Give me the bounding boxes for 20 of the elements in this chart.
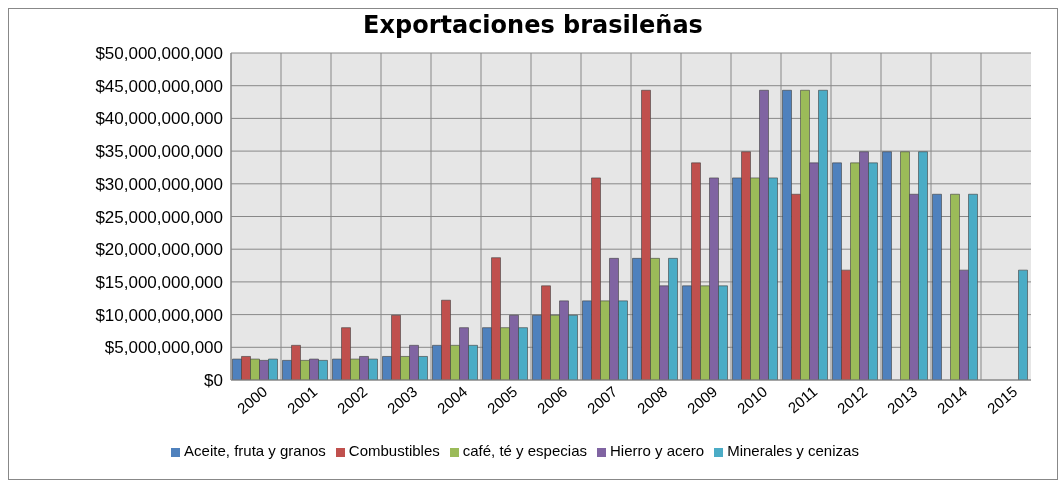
y-tick-label: $25,000,000,000 (95, 207, 223, 227)
bar (932, 193, 942, 380)
legend-label: Minerales y cenizas (727, 442, 859, 459)
legend-label: Hierro y acero (609, 442, 705, 459)
legend-label: Aceite, fruta y granos (184, 442, 326, 459)
y-tick-label: $15,000,000,000 (95, 272, 223, 292)
y-tick-label: $45,000,000,000 (95, 76, 223, 96)
bar (1018, 269, 1028, 380)
y-tick-label: $50,000,000,000 (95, 44, 223, 64)
bar (882, 151, 892, 380)
legend-label: Combustibles (348, 442, 440, 459)
y-tick-label: $0 (204, 371, 223, 391)
y-tick-label: $10,000,000,000 (95, 305, 223, 325)
y-tick-label: $30,000,000,000 (95, 174, 223, 194)
legend-label: café, té y especias (462, 442, 587, 459)
y-tick-label: $40,000,000,000 (95, 109, 223, 129)
y-tick-label: $5,000,000,000 (104, 338, 223, 358)
chart-title: Exportaciones brasileñas (362, 11, 704, 39)
y-tick-label: $20,000,000,000 (95, 240, 223, 260)
y-tick-label: $35,000,000,000 (95, 142, 223, 162)
